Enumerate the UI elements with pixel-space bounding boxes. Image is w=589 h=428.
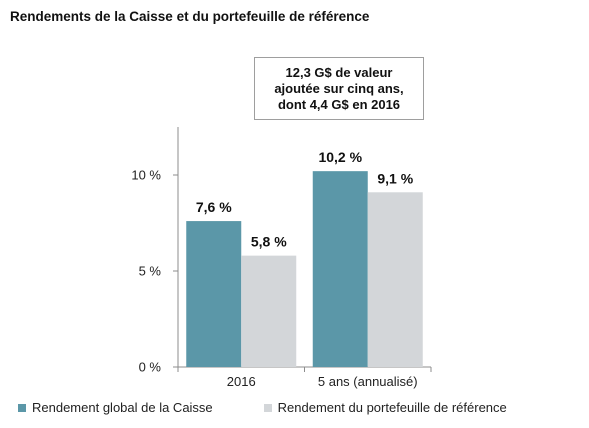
legend-item-reference: Rendement du portefeuille de référence	[263, 400, 507, 415]
bar-caisse-5-ans	[312, 171, 368, 367]
callout-line-3: dont 4,4 G$ en 2016	[277, 96, 401, 112]
value-added-callout: 12,3 G$ de valeur ajoutée sur cinq ans, …	[254, 57, 424, 120]
bar-caisse-2016	[186, 221, 242, 367]
x-category-label: 5 ans (annualisé)	[318, 374, 418, 389]
y-tick-label: 0 %	[139, 360, 162, 375]
y-tick-label: 10 %	[131, 168, 161, 183]
legend-item-caisse: Rendement global de la Caisse	[18, 400, 213, 415]
bar-reference-5-ans	[367, 192, 423, 367]
bar-value-label: 7,6 %	[196, 199, 232, 215]
legend: Rendement global de la Caisse Rendement …	[18, 400, 583, 415]
bar-value-label: 10,2 %	[318, 149, 362, 165]
legend-swatch-caisse	[18, 403, 26, 412]
callout-line-2: ajoutée sur cinq ans,	[274, 80, 404, 96]
legend-label-caisse: Rendement global de la Caisse	[32, 400, 213, 415]
bar-value-label: 9,1 %	[377, 170, 413, 186]
y-tick-label: 5 %	[139, 264, 162, 279]
chart-title: Rendements de la Caisse et du portefeuil…	[10, 9, 370, 24]
legend-swatch-reference	[263, 403, 272, 412]
callout-line-1: 12,3 G$ de valeur	[285, 64, 393, 80]
legend-label-reference: Rendement du portefeuille de référence	[277, 400, 507, 415]
bar-reference-2016	[241, 255, 297, 367]
x-category-label: 2016	[227, 374, 256, 389]
bar-value-label: 5,8 %	[251, 234, 287, 250]
